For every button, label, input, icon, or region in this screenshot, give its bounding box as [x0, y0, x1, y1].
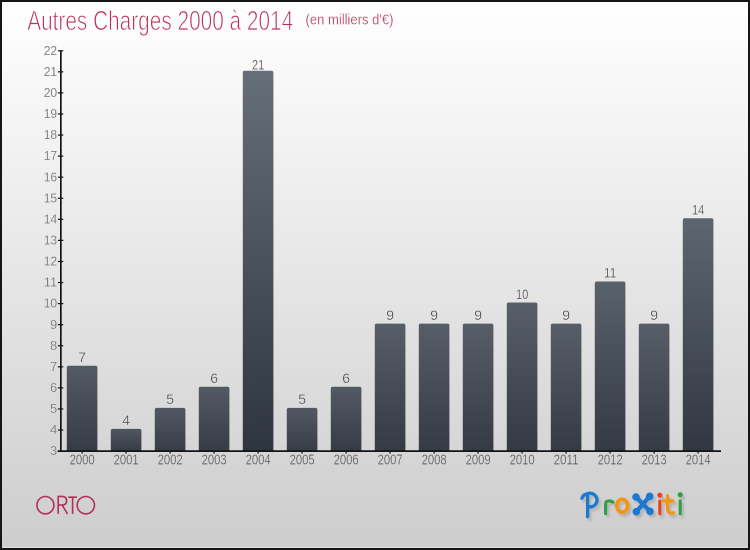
svg-text:2011: 2011 [554, 453, 579, 469]
svg-text:2006: 2006 [334, 453, 359, 469]
svg-text:Autres Charges 2000 à 2014: Autres Charges 2000 à 2014 [27, 5, 293, 36]
svg-text:10: 10 [44, 296, 58, 311]
svg-text:21: 21 [252, 56, 264, 72]
svg-text:3: 3 [50, 443, 57, 458]
svg-text:10: 10 [516, 286, 528, 302]
svg-text:11: 11 [604, 265, 616, 281]
svg-text:17: 17 [44, 148, 58, 163]
svg-text:20: 20 [44, 85, 58, 100]
svg-text:(en milliers d'€): (en milliers d'€) [306, 13, 394, 29]
svg-text:2003: 2003 [202, 453, 227, 469]
svg-text:13: 13 [44, 233, 58, 248]
svg-text:18: 18 [44, 127, 58, 142]
svg-text:9: 9 [650, 307, 658, 323]
svg-text:14: 14 [692, 202, 704, 218]
svg-text:2013: 2013 [642, 453, 667, 469]
svg-text:2012: 2012 [598, 453, 623, 469]
svg-text:7: 7 [78, 349, 86, 365]
svg-text:2005: 2005 [290, 453, 315, 469]
svg-text:2004: 2004 [246, 453, 271, 469]
svg-text:6: 6 [342, 370, 350, 386]
svg-text:2007: 2007 [378, 453, 403, 469]
svg-text:5: 5 [166, 391, 174, 407]
svg-text:9: 9 [474, 307, 482, 323]
svg-text:2010: 2010 [510, 453, 535, 469]
svg-text:22: 22 [44, 43, 58, 58]
svg-text:2000: 2000 [70, 453, 95, 469]
svg-text:9: 9 [386, 307, 394, 323]
svg-text:14: 14 [44, 211, 58, 226]
svg-text:5: 5 [50, 401, 57, 416]
svg-text:21: 21 [44, 64, 58, 79]
svg-text:2014: 2014 [686, 453, 711, 469]
svg-text:8: 8 [50, 338, 57, 353]
svg-text:4: 4 [50, 422, 57, 437]
svg-text:9: 9 [50, 317, 57, 332]
svg-text:6: 6 [210, 370, 218, 386]
svg-text:19: 19 [44, 106, 58, 121]
svg-text:2002: 2002 [158, 453, 183, 469]
svg-text:7: 7 [50, 359, 57, 374]
svg-text:12: 12 [44, 254, 58, 269]
svg-text:9: 9 [562, 307, 570, 323]
svg-text:11: 11 [44, 275, 58, 290]
svg-text:16: 16 [44, 169, 58, 184]
svg-text:9: 9 [430, 307, 438, 323]
svg-text:2009: 2009 [466, 453, 491, 469]
svg-text:2001: 2001 [114, 453, 139, 469]
svg-text:6: 6 [50, 380, 57, 395]
svg-text:15: 15 [44, 190, 58, 205]
svg-text:5: 5 [298, 391, 306, 407]
svg-text:2008: 2008 [422, 453, 447, 469]
svg-text:4: 4 [122, 412, 130, 428]
